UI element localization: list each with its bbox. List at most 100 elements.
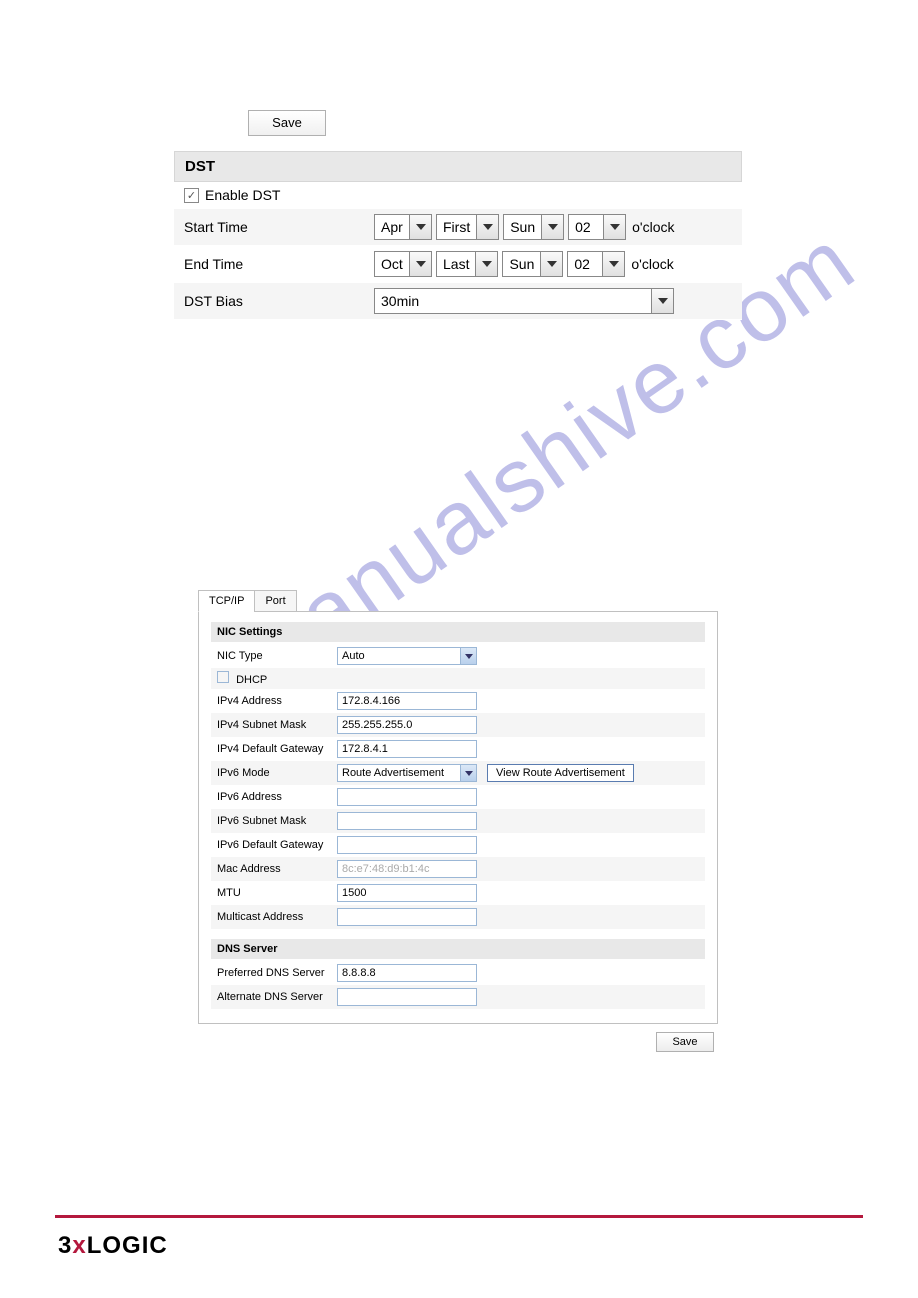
ipv4-address-label: IPv4 Address [217,695,337,707]
ipv6-address-label: IPv6 Address [217,791,337,803]
pref-dns-row: Preferred DNS Server [211,961,705,985]
chevron-down-icon [602,252,624,276]
multicast-row: Multicast Address [211,905,705,929]
start-month-select[interactable]: Apr [374,214,432,240]
enable-dst-row: ✓ Enable DST [174,182,742,209]
ipv6-mask-label: IPv6 Subnet Mask [217,815,337,827]
ipv6-gw-label: IPv6 Default Gateway [217,839,337,851]
start-week-value: First [437,219,476,235]
ipv6-mode-label: IPv6 Mode [217,767,337,779]
multicast-label: Multicast Address [217,911,337,923]
top-save-row: Save [248,110,918,136]
chevron-down-icon [460,765,476,781]
tabs: TCP/IP Port [198,590,718,612]
dst-bias-select[interactable]: 30min [374,288,674,314]
chevron-down-icon [460,648,476,664]
ipv4-gw-input[interactable] [337,740,477,758]
nic-type-row: NIC Type Auto [211,644,705,668]
ipv6-mask-row: IPv6 Subnet Mask [211,809,705,833]
end-time-label: End Time [184,256,374,272]
dst-bias-label: DST Bias [184,293,374,309]
end-hour-select[interactable]: 02 [567,251,625,277]
pref-dns-input[interactable] [337,964,477,982]
start-week-select[interactable]: First [436,214,499,240]
tab-port[interactable]: Port [254,590,296,612]
nic-settings-header: NIC Settings [211,622,705,642]
ipv6-mask-input[interactable] [337,812,477,830]
ipv4-address-row: IPv4 Address [211,689,705,713]
nic-type-select[interactable]: Auto [337,647,477,665]
ipv6-address-row: IPv6 Address [211,785,705,809]
start-time-row: Start Time Apr First Sun 02 o'clock [174,209,742,246]
chevron-down-icon [409,252,431,276]
mac-label: Mac Address [217,863,337,875]
ipv4-address-input[interactable] [337,692,477,710]
enable-dst-checkbox[interactable]: ✓ [184,188,199,203]
dst-title: DST [174,151,742,182]
end-week-value: Last [437,256,475,272]
start-hour-value: 02 [569,219,603,235]
ipv6-address-input[interactable] [337,788,477,806]
alt-dns-input[interactable] [337,988,477,1006]
chevron-down-icon [541,215,563,239]
logo-x: x [72,1232,86,1259]
end-day-select[interactable]: Sun [502,251,563,277]
bottom-save-row: Save [198,1032,718,1052]
pref-dns-label: Preferred DNS Server [217,967,337,979]
mtu-label: MTU [217,887,337,899]
end-day-value: Sun [503,256,540,272]
dst-bias-row: DST Bias 30min [174,283,742,320]
ipv6-mode-select[interactable]: Route Advertisement [337,764,477,782]
start-hour-select[interactable]: 02 [568,214,626,240]
dhcp-label: DHCP [236,674,267,686]
start-month-value: Apr [375,219,409,235]
alt-dns-row: Alternate DNS Server [211,985,705,1009]
start-day-select[interactable]: Sun [503,214,564,240]
logo-post: LOGIC [87,1232,168,1259]
ipv4-mask-row: IPv4 Subnet Mask [211,713,705,737]
multicast-input[interactable] [337,908,477,926]
nic-type-label: NIC Type [217,650,337,662]
chevron-down-icon [409,215,431,239]
chevron-down-icon [476,215,498,239]
tcpip-panel: TCP/IP Port NIC Settings NIC Type Auto D… [198,590,718,1052]
end-oclock-label: o'clock [631,256,673,272]
save-button[interactable]: Save [656,1032,714,1052]
chevron-down-icon [540,252,562,276]
chevron-down-icon [475,252,497,276]
footer-divider [55,1215,863,1218]
view-route-button[interactable]: View Route Advertisement [487,764,634,782]
dhcp-row: DHCP [211,668,705,689]
mac-input [337,860,477,878]
end-month-value: Oct [375,256,409,272]
save-button[interactable]: Save [248,110,326,136]
dhcp-checkbox[interactable] [217,671,229,683]
ipv4-mask-input[interactable] [337,716,477,734]
tab-tcpip[interactable]: TCP/IP [198,590,255,612]
logo-pre: 3 [58,1232,72,1259]
start-time-label: Start Time [184,219,374,235]
mac-row: Mac Address [211,857,705,881]
end-hour-value: 02 [568,256,602,272]
ipv6-gw-row: IPv6 Default Gateway [211,833,705,857]
mtu-row: MTU [211,881,705,905]
tcpip-body: NIC Settings NIC Type Auto DHCP IPv4 Add… [198,611,718,1024]
dst-bias-value: 30min [375,293,425,309]
dhcp-field: DHCP [217,671,337,686]
chevron-down-icon [651,289,673,313]
ipv4-mask-label: IPv4 Subnet Mask [217,719,337,731]
chevron-down-icon [603,215,625,239]
ipv4-gw-row: IPv4 Default Gateway [211,737,705,761]
dst-panel: DST ✓ Enable DST Start Time Apr First Su… [174,151,742,320]
nic-type-value: Auto [338,650,369,662]
ipv6-gw-input[interactable] [337,836,477,854]
logo: 3xLOGIC [58,1232,168,1260]
ipv6-mode-value: Route Advertisement [338,767,448,779]
end-week-select[interactable]: Last [436,251,498,277]
ipv6-mode-row: IPv6 Mode Route Advertisement View Route… [211,761,705,785]
end-month-select[interactable]: Oct [374,251,432,277]
alt-dns-label: Alternate DNS Server [217,991,337,1003]
mtu-input[interactable] [337,884,477,902]
start-oclock-label: o'clock [632,219,674,235]
start-day-value: Sun [504,219,541,235]
